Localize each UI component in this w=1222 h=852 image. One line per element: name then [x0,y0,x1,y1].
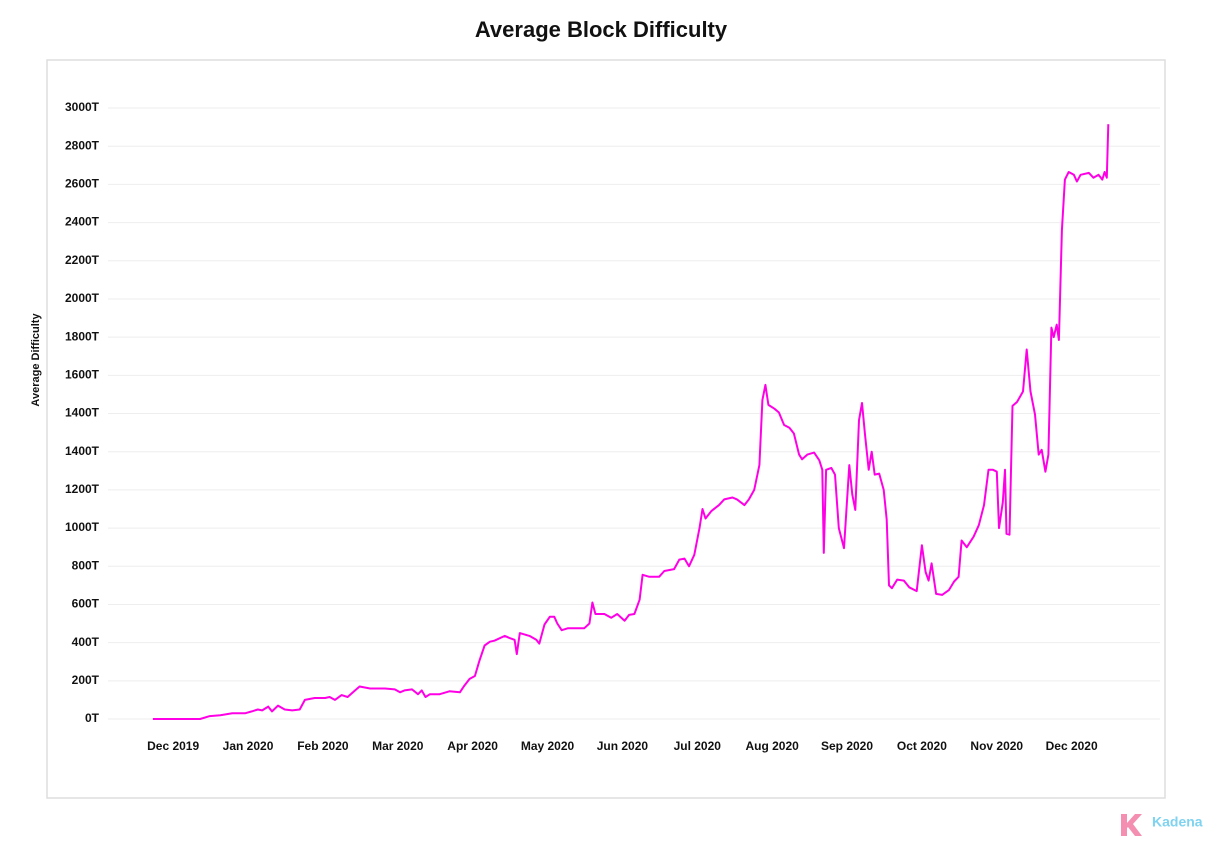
x-tick-label: Nov 2020 [970,739,1023,753]
brand-logo: Kadena [1121,814,1203,836]
y-tick-label: 1600T [65,367,100,381]
y-tick-label: 2200T [65,253,100,267]
chart-title: Average Block Difficulty [475,17,728,42]
brand-name: Kadena [1152,814,1203,830]
y-tick-label: 1400T [65,444,100,458]
x-tick-label: Dec 2020 [1046,739,1098,753]
x-tick-label: Mar 2020 [372,739,424,753]
y-tick-label: 1800T [65,329,100,343]
y-tick-label: 200T [72,673,100,687]
y-tick-label: 600T [72,597,100,611]
y-tick-label: 2600T [65,177,100,191]
x-tick-label: Dec 2019 [147,739,199,753]
y-tick-label: 0T [85,711,100,725]
y-tick-label: 2400T [65,215,100,229]
x-tick-label: Apr 2020 [447,739,498,753]
brand-icon [1121,814,1142,836]
y-tick-label: 400T [72,635,100,649]
y-tick-label: 2800T [65,138,100,152]
y-tick-label: 3000T [65,100,100,114]
x-tick-label: Oct 2020 [897,739,947,753]
x-tick-label: Sep 2020 [821,739,873,753]
y-axis-label: Average Difficulty [30,313,42,407]
data-line [152,124,1110,720]
y-tick-label: 2000T [65,291,100,305]
y-tick-label: 800T [72,558,100,572]
x-tick-label: May 2020 [521,739,575,753]
y-tick-label: 1000T [65,520,100,534]
x-tick-label: Feb 2020 [297,739,349,753]
y-tick-label: 1200T [65,482,100,496]
y-tick-label: 1400T [65,406,100,420]
x-tick-label: Jan 2020 [223,739,274,753]
x-tick-label: Jun 2020 [597,739,649,753]
plot-frame [46,59,1166,799]
x-tick-label: Jul 2020 [674,739,722,753]
x-tick-label: Aug 2020 [745,739,799,753]
